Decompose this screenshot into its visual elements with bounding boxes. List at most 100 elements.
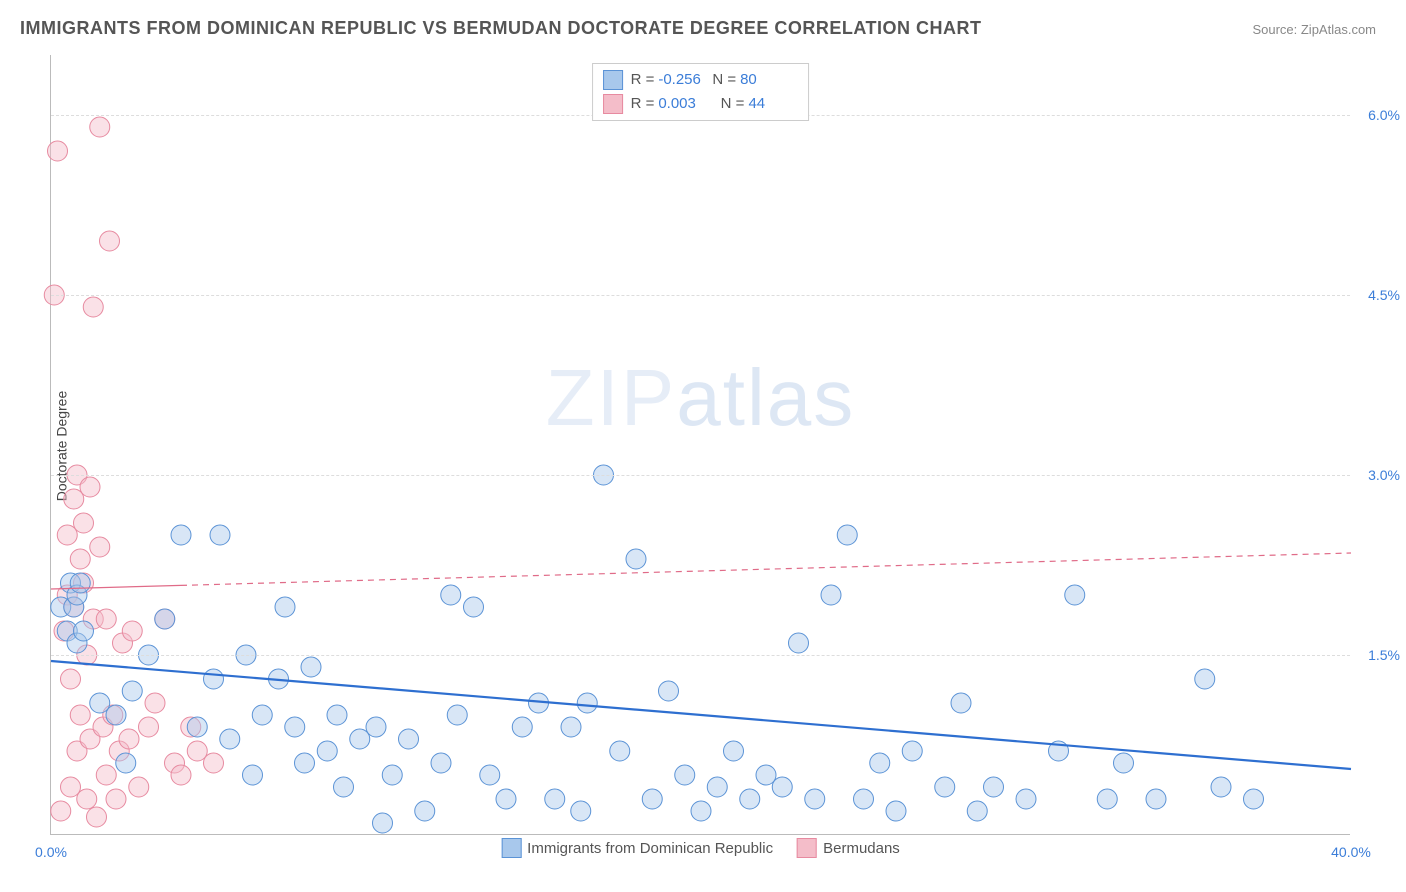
correlation-legend: R = -0.256 N = 80 R = 0.003 N = 44: [592, 63, 810, 121]
legend-row-dominican: R = -0.256 N = 80: [603, 68, 799, 92]
n-value-dominican: 80: [740, 68, 790, 92]
x-tick-label: 0.0%: [35, 844, 67, 860]
data-point: [155, 609, 175, 629]
data-point: [106, 789, 126, 809]
n-value-bermudan: 44: [748, 92, 798, 116]
data-point: [64, 489, 84, 509]
data-point: [561, 717, 581, 737]
data-point: [171, 525, 191, 545]
data-point: [496, 789, 516, 809]
data-point: [204, 669, 224, 689]
grid-line: [51, 655, 1350, 656]
plot-area: ZIPatlas R = -0.256 N = 80 R = 0.003 N =…: [50, 55, 1350, 835]
data-point: [545, 789, 565, 809]
legend-label-dominican: Immigrants from Dominican Republic: [527, 840, 773, 857]
data-point: [1211, 777, 1231, 797]
data-point: [275, 597, 295, 617]
data-point: [772, 777, 792, 797]
data-point: [100, 231, 120, 251]
data-point: [285, 717, 305, 737]
data-point: [70, 705, 90, 725]
data-point: [87, 807, 107, 827]
y-tick-label: 4.5%: [1355, 287, 1400, 303]
chart-title: IMMIGRANTS FROM DOMINICAN REPUBLIC VS BE…: [20, 18, 982, 39]
data-point: [447, 705, 467, 725]
data-point: [415, 801, 435, 821]
trend-line-extrapolated: [181, 553, 1351, 585]
data-point: [48, 141, 68, 161]
data-point: [74, 621, 94, 641]
plot-svg: [51, 55, 1350, 834]
source-attribution: Source: ZipAtlas.com: [1252, 22, 1376, 37]
data-point: [675, 765, 695, 785]
data-point: [1244, 789, 1264, 809]
data-point: [659, 681, 679, 701]
data-point: [252, 705, 272, 725]
data-point: [90, 693, 110, 713]
data-point: [129, 777, 149, 797]
y-tick-label: 1.5%: [1355, 647, 1400, 663]
data-point: [295, 753, 315, 773]
data-point: [821, 585, 841, 605]
data-point: [106, 705, 126, 725]
data-point: [327, 705, 347, 725]
legend-row-bermudan: R = 0.003 N = 44: [603, 92, 799, 116]
data-point: [837, 525, 857, 545]
data-point: [70, 549, 90, 569]
data-point: [626, 549, 646, 569]
data-point: [61, 669, 81, 689]
data-point: [967, 801, 987, 821]
data-point: [1146, 789, 1166, 809]
data-point: [139, 717, 159, 737]
swatch-bermudan-icon: [797, 838, 817, 858]
grid-line: [51, 475, 1350, 476]
data-point: [610, 741, 630, 761]
data-point: [187, 717, 207, 737]
data-point: [122, 681, 142, 701]
y-tick-label: 3.0%: [1355, 467, 1400, 483]
data-point: [350, 729, 370, 749]
data-point: [74, 513, 94, 533]
data-point: [96, 765, 116, 785]
r-value-dominican: -0.256: [658, 68, 708, 92]
x-tick-label: 40.0%: [1331, 844, 1371, 860]
data-point: [756, 765, 776, 785]
data-point: [116, 753, 136, 773]
data-point: [1097, 789, 1117, 809]
data-point: [886, 801, 906, 821]
data-point: [90, 537, 110, 557]
data-point: [80, 477, 100, 497]
data-point: [171, 765, 191, 785]
data-point: [204, 753, 224, 773]
data-point: [441, 585, 461, 605]
legend-label-bermudan: Bermudans: [823, 840, 900, 857]
data-point: [119, 729, 139, 749]
trend-line: [51, 661, 1351, 769]
series-legend: Immigrants from Dominican Republic Bermu…: [501, 838, 900, 858]
data-point: [366, 717, 386, 737]
data-point: [951, 693, 971, 713]
data-point: [61, 777, 81, 797]
data-point: [902, 741, 922, 761]
data-point: [96, 609, 116, 629]
y-tick-label: 6.0%: [1355, 107, 1400, 123]
data-point: [935, 777, 955, 797]
data-point: [740, 789, 760, 809]
data-point: [70, 573, 90, 593]
data-point: [642, 789, 662, 809]
legend-item-dominican: Immigrants from Dominican Republic: [501, 838, 773, 858]
data-point: [805, 789, 825, 809]
data-point: [480, 765, 500, 785]
data-point: [1016, 789, 1036, 809]
data-point: [243, 765, 263, 785]
data-point: [51, 801, 71, 821]
data-point: [220, 729, 240, 749]
data-point: [870, 753, 890, 773]
swatch-bermudan: [603, 94, 623, 114]
grid-line: [51, 295, 1350, 296]
data-point: [464, 597, 484, 617]
data-point: [691, 801, 711, 821]
data-point: [789, 633, 809, 653]
data-point: [984, 777, 1004, 797]
swatch-dominican-icon: [501, 838, 521, 858]
